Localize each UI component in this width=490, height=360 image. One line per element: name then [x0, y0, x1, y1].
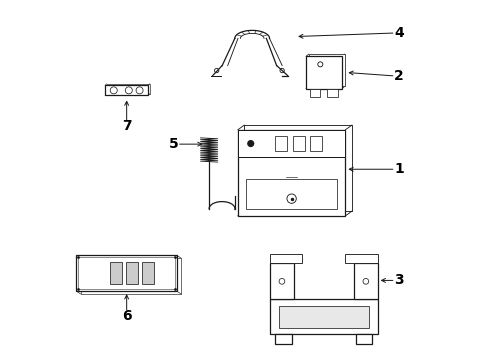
Bar — [356, 334, 372, 345]
Bar — [345, 254, 378, 263]
Bar — [270, 299, 378, 334]
Bar — [279, 306, 369, 328]
Bar — [309, 54, 344, 86]
Bar — [275, 334, 292, 345]
Bar — [270, 254, 302, 263]
Bar — [81, 258, 181, 294]
Bar — [76, 255, 177, 291]
Bar — [310, 89, 320, 96]
Bar — [142, 262, 154, 284]
Text: 3: 3 — [394, 273, 404, 287]
Text: 4: 4 — [394, 26, 404, 40]
Bar — [306, 56, 342, 89]
Bar — [275, 136, 287, 151]
Text: 6: 6 — [122, 309, 131, 323]
Bar — [270, 263, 294, 299]
Bar — [78, 257, 175, 289]
Bar — [105, 85, 148, 95]
Bar — [110, 262, 122, 284]
Text: 2: 2 — [394, 69, 404, 83]
Bar — [293, 136, 304, 151]
Bar — [310, 136, 322, 151]
Bar — [354, 263, 378, 299]
Bar — [238, 130, 345, 157]
Bar — [246, 179, 337, 209]
Text: 7: 7 — [122, 119, 131, 133]
Bar — [238, 130, 345, 216]
Text: 1: 1 — [394, 162, 404, 176]
Text: 5: 5 — [169, 137, 178, 151]
Circle shape — [248, 141, 254, 147]
Bar — [125, 262, 138, 284]
Bar — [327, 89, 338, 96]
